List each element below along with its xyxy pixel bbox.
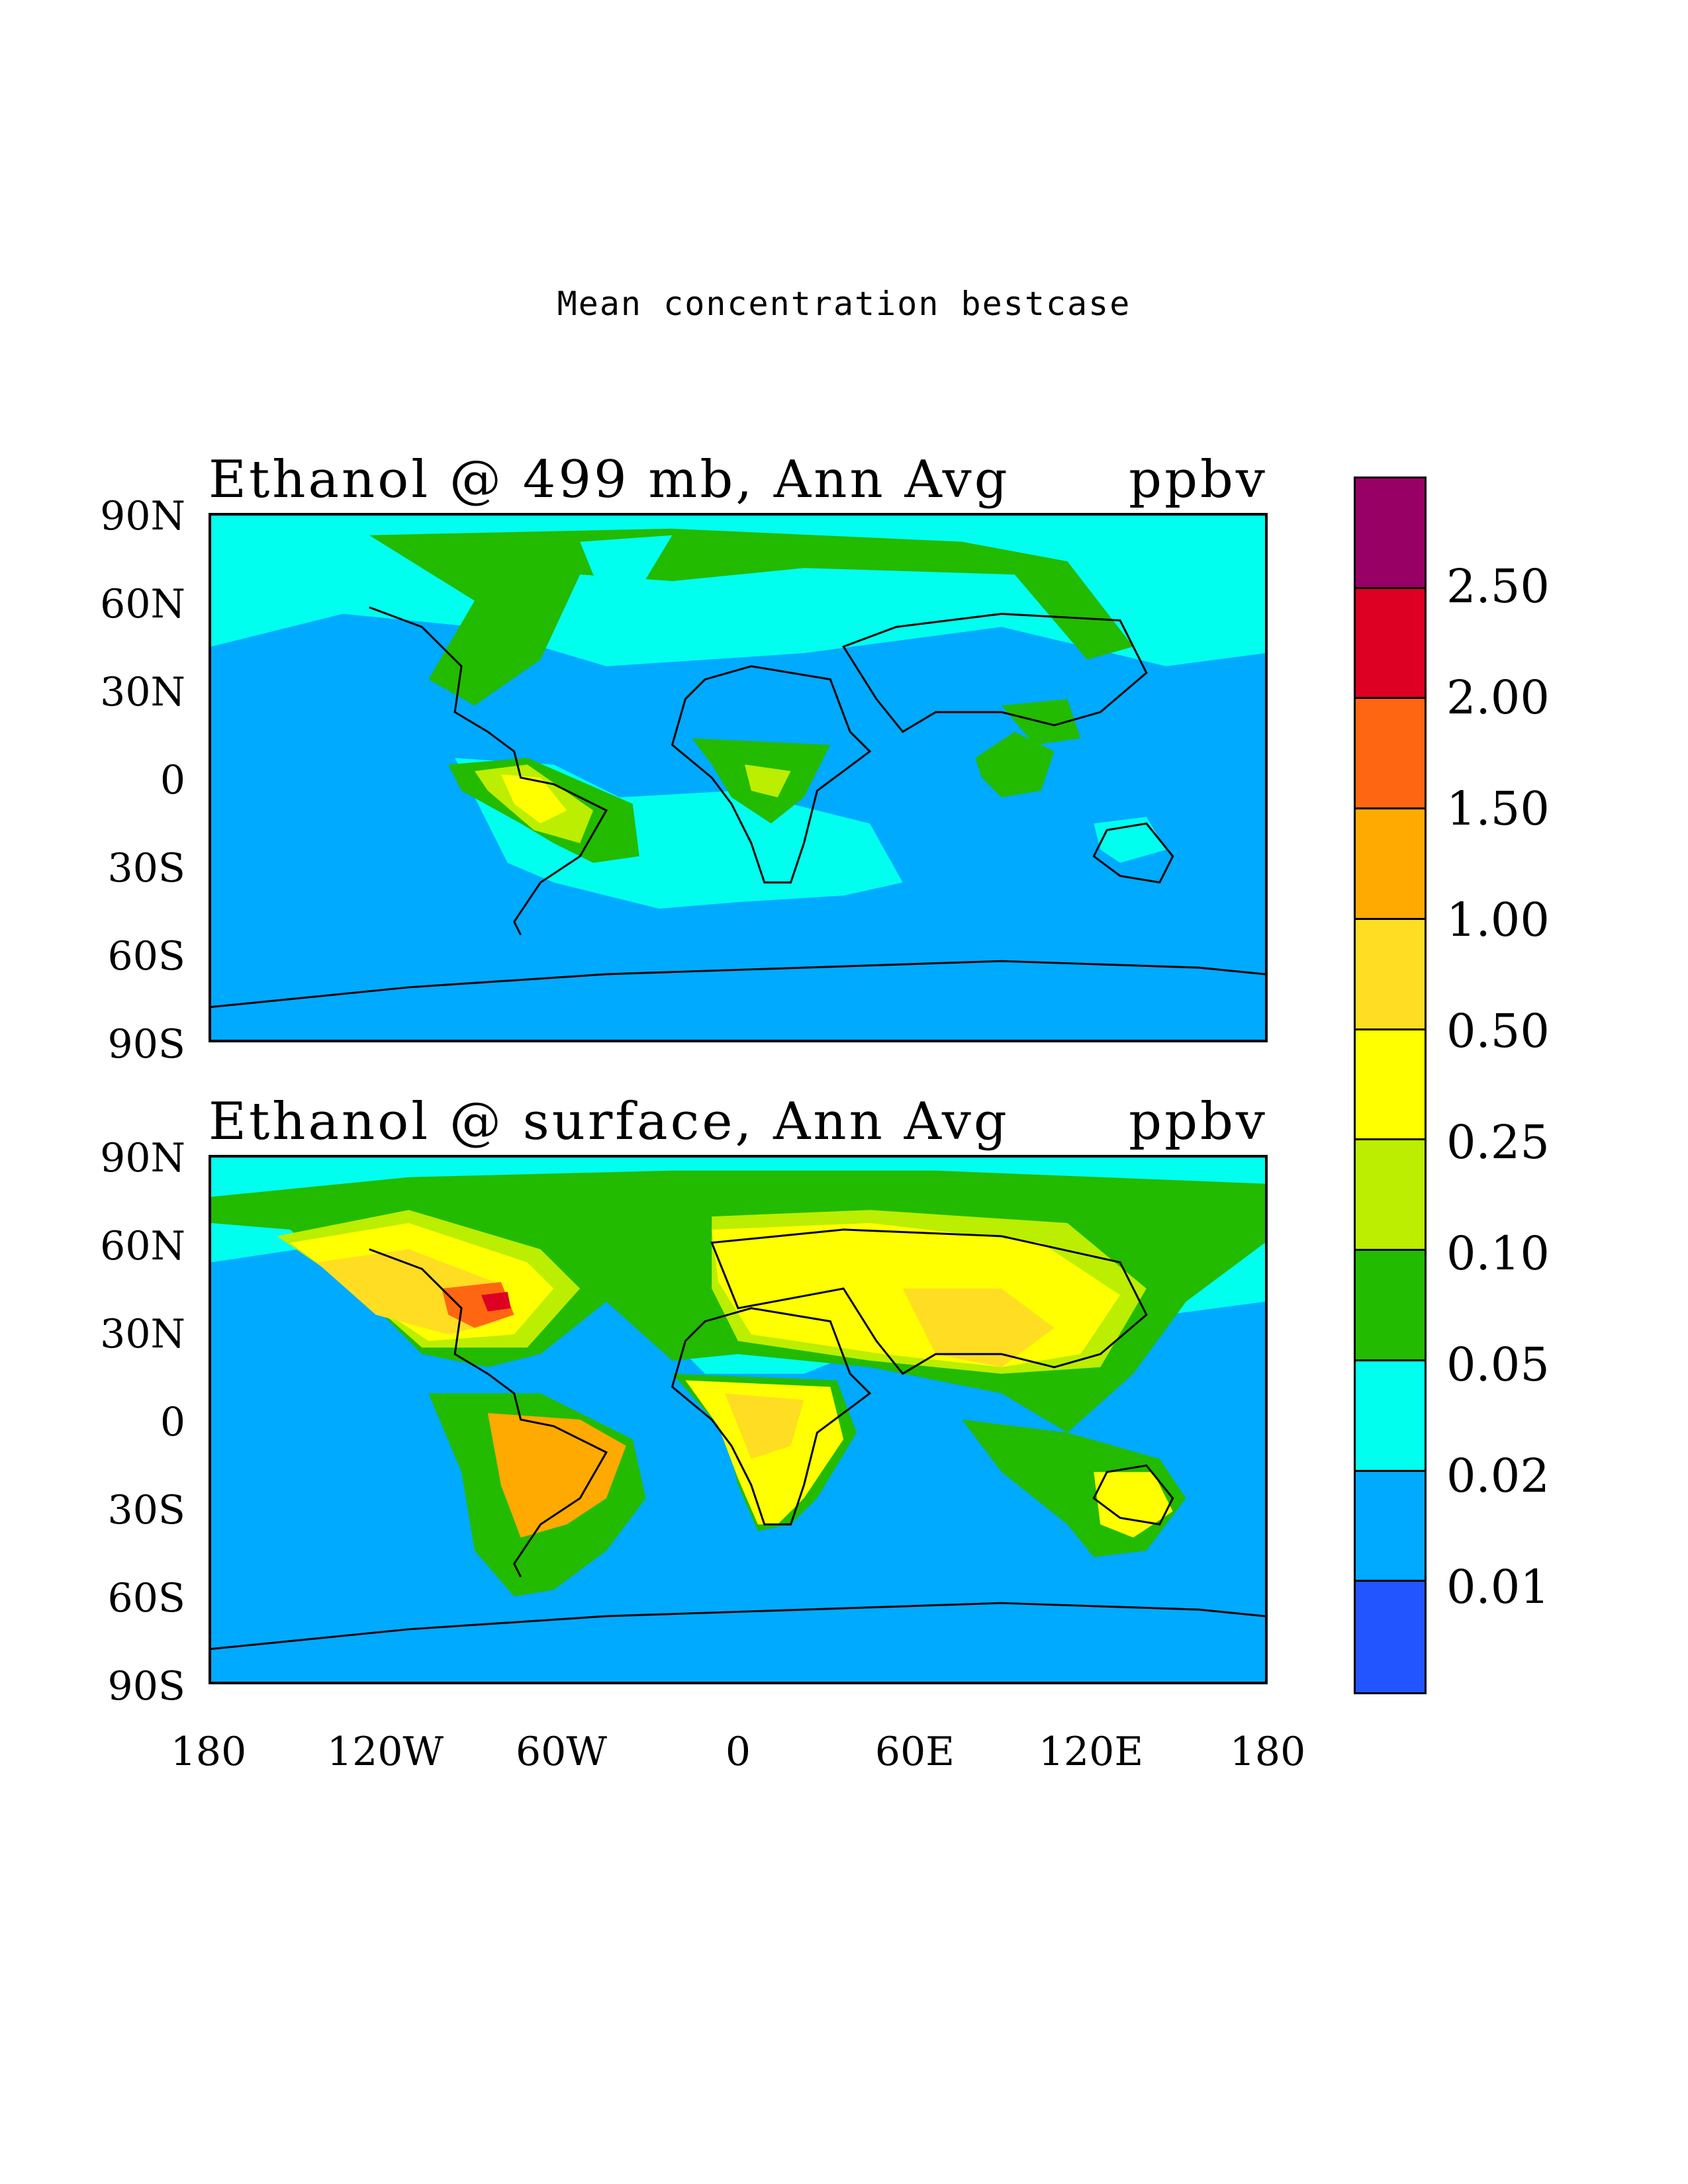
lat-tick-label: 60N — [100, 1223, 185, 1269]
colorbar-label: 0.05 — [1446, 1338, 1550, 1392]
map-surface — [209, 1155, 1268, 1684]
colorbar-swatch — [1356, 1361, 1425, 1472]
colorbar-swatch — [1356, 1471, 1425, 1582]
lon-tick-label: 60E — [874, 1729, 955, 1775]
colorbar-swatch — [1356, 1030, 1425, 1141]
colorbar-label: 0.10 — [1446, 1226, 1550, 1281]
lat-tick-label: 90S — [107, 1021, 185, 1068]
panel-title-text: Ethanol @ surface, Ann Avg — [209, 1092, 1009, 1152]
map-surface-field — [211, 1158, 1265, 1682]
lat-tick-label: 90N — [100, 1135, 185, 1181]
map-499mb-field — [211, 516, 1265, 1040]
figure-supertitle: Mean concentration bestcase — [557, 285, 1131, 323]
lat-tick-label: 30S — [107, 845, 185, 891]
lat-tick-label: 90N — [100, 493, 185, 539]
lon-tick-label: 60W — [515, 1729, 608, 1775]
lat-tick-label: 60S — [107, 1575, 185, 1621]
colorbar-label: 1.00 — [1446, 893, 1550, 947]
colorbar-label: 1.50 — [1446, 782, 1550, 836]
colorbar-label: 0.25 — [1446, 1115, 1550, 1169]
colorbar-swatch — [1356, 1251, 1425, 1361]
colorbar-swatch — [1356, 478, 1425, 589]
colorbar-label: 0.02 — [1446, 1449, 1550, 1503]
lat-tick-label: 60N — [100, 581, 185, 627]
lon-tick-label: 180 — [170, 1729, 247, 1775]
lat-tick-label: 90S — [107, 1663, 185, 1709]
lat-tick-label: 30N — [100, 1311, 185, 1357]
lon-tick-label: 120W — [326, 1729, 444, 1775]
lon-tick-label: 180 — [1229, 1729, 1306, 1775]
colorbar — [1354, 477, 1427, 1694]
panel-499mb: Ethanol @ 499 mb, Ann Avg ppbv — [53, 450, 1311, 1112]
colorbar-label: 2.50 — [1446, 559, 1550, 614]
map-499mb — [209, 513, 1268, 1042]
lat-tick-label: 30S — [107, 1487, 185, 1533]
colorbar-label: 0.50 — [1446, 1004, 1550, 1058]
lat-tick-label: 0 — [160, 757, 185, 803]
lon-tick-label: 0 — [725, 1729, 751, 1775]
colorbar-swatch — [1356, 919, 1425, 1030]
lat-tick-label: 0 — [160, 1399, 185, 1445]
lat-tick-label: 60S — [107, 933, 185, 979]
colorbar-label: 2.00 — [1446, 670, 1550, 725]
panel-unit: ppbv — [1129, 450, 1268, 510]
colorbar-swatch — [1356, 588, 1425, 700]
colorbar-swatch — [1356, 699, 1425, 810]
panel-title-text: Ethanol @ 499 mb, Ann Avg — [209, 450, 1010, 510]
colorbar-swatch — [1356, 809, 1425, 920]
lon-tick-label: 120E — [1038, 1729, 1144, 1775]
lat-tick-label: 30N — [100, 669, 185, 715]
colorbar-label: 0.01 — [1446, 1560, 1550, 1614]
panel-unit: ppbv — [1129, 1092, 1268, 1152]
colorbar-swatch — [1356, 1582, 1425, 1692]
colorbar-swatch — [1356, 1140, 1425, 1251]
panel-surface: Ethanol @ surface, Ann Avg ppbv — [53, 1092, 1311, 1754]
